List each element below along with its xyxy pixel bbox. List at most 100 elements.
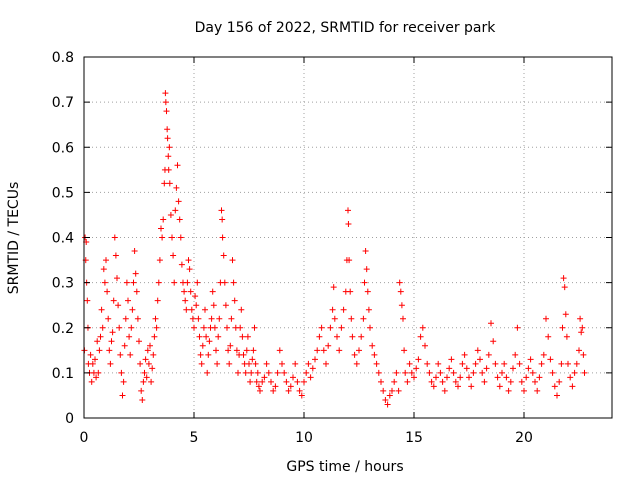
data-point: [334, 333, 340, 340]
data-point: [140, 378, 147, 385]
data-point: [448, 356, 455, 363]
data-point: [422, 342, 428, 349]
data-point: [540, 351, 547, 358]
data-point: [162, 99, 169, 106]
data-point: [172, 207, 179, 214]
data-point: [369, 342, 376, 349]
data-point: [294, 378, 301, 385]
data-point: [488, 320, 494, 327]
data-point: [455, 383, 461, 390]
data-point: [164, 126, 171, 133]
data-point: [259, 378, 266, 385]
data-point: [161, 180, 168, 187]
data-point: [534, 387, 541, 394]
data-point: [375, 369, 382, 376]
data-point: [225, 347, 232, 354]
data-point: [400, 315, 406, 322]
data-point: [92, 356, 98, 363]
data-point: [287, 383, 294, 390]
data-point: [144, 347, 151, 354]
data-point: [165, 153, 172, 160]
data-point: [209, 288, 216, 295]
data-point: [290, 374, 296, 381]
data-point: [257, 387, 263, 394]
data-point: [452, 378, 459, 385]
data-point: [187, 288, 194, 295]
data-point: [137, 360, 144, 367]
data-point: [496, 383, 503, 390]
y-tick-label: 0.6: [52, 140, 74, 156]
data-point: [221, 279, 228, 286]
data-point: [206, 338, 213, 345]
data-point: [211, 324, 218, 331]
data-point: [415, 356, 422, 363]
data-point: [261, 374, 268, 381]
data-point: [364, 288, 371, 295]
data-point: [450, 369, 457, 376]
data-point: [141, 369, 148, 376]
data-point: [346, 257, 353, 264]
data-point: [543, 315, 549, 322]
data-point: [107, 360, 114, 367]
data-point: [470, 369, 477, 376]
data-point: [126, 333, 133, 340]
data-point: [336, 347, 343, 354]
data-point: [183, 306, 190, 313]
data-point: [396, 279, 403, 286]
data-point: [248, 369, 255, 376]
data-point: [382, 396, 389, 403]
data-point: [184, 279, 191, 286]
data-point: [303, 369, 310, 376]
data-point: [494, 374, 501, 381]
data-point: [127, 351, 134, 358]
data-point: [220, 252, 227, 259]
y-tick-labels: 0 0.1 0.2 0.3 0.4 0.5 0.6 0.7 0.8: [52, 50, 74, 427]
data-point: [338, 324, 345, 331]
data-point: [435, 360, 442, 367]
data-point: [237, 324, 244, 331]
y-tick-label: 0.7: [52, 95, 74, 111]
data-point: [362, 248, 369, 255]
data-point: [529, 369, 536, 376]
data-point: [424, 360, 431, 367]
data-point: [483, 365, 490, 372]
data-point: [318, 324, 325, 331]
data-point: [549, 369, 556, 376]
data-point: [554, 392, 560, 399]
data-point: [115, 302, 122, 309]
data-point: [254, 369, 261, 376]
data-point: [563, 333, 570, 340]
data-point: [397, 288, 404, 295]
data-point: [130, 279, 137, 286]
data-point: [152, 315, 159, 322]
data-point: [518, 378, 525, 385]
data-point: [213, 347, 219, 354]
data-point: [178, 261, 185, 268]
data-point: [230, 279, 237, 286]
chart-title: Day 156 of 2022, SRMTID for receiver par…: [195, 20, 497, 36]
data-point: [203, 333, 210, 340]
data-point: [485, 351, 492, 358]
data-point: [219, 234, 226, 241]
data-point: [320, 347, 327, 354]
y-tick-label: 0.2: [52, 321, 74, 337]
data-point: [242, 369, 249, 376]
data-point: [199, 342, 206, 349]
data-point: [99, 324, 106, 331]
data-point: [380, 387, 387, 394]
data-point: [298, 392, 305, 399]
axis-ticks: [83, 56, 612, 419]
data-point: [218, 207, 225, 214]
data-point: [251, 324, 258, 331]
y-tick-label: 0.5: [52, 185, 74, 201]
data-point: [263, 360, 270, 367]
data-point: [132, 270, 139, 277]
data-point: [503, 374, 510, 381]
data-point: [468, 383, 475, 390]
data-point: [268, 378, 274, 385]
data-point: [109, 329, 116, 336]
data-point: [430, 383, 437, 390]
data-point: [527, 356, 534, 363]
data-point: [208, 315, 215, 322]
data-point: [560, 275, 567, 282]
